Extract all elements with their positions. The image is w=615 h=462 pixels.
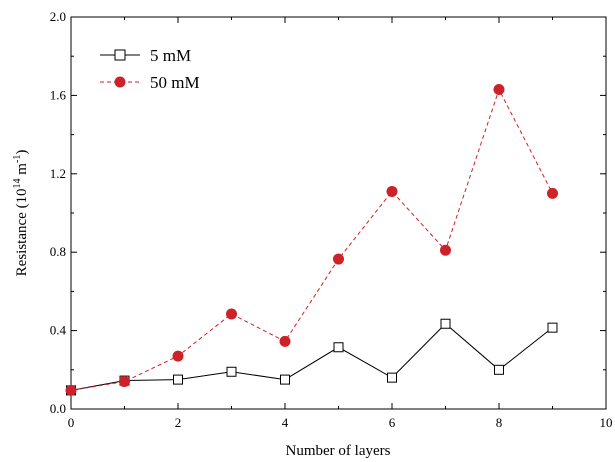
- data-point-50mm: [119, 376, 130, 388]
- data-point-5mm: [387, 372, 397, 383]
- data-point-50mm: [547, 187, 558, 199]
- series-layer: [65, 84, 558, 396]
- legend-label-50mm: 50 mM: [150, 73, 200, 92]
- data-point-5mm: [280, 374, 290, 385]
- y-axis-label: Resistance (1014 m-1): [12, 150, 30, 277]
- data-point-5mm: [333, 342, 344, 353]
- y-tick-label: 0.0: [50, 401, 66, 416]
- data-point-50mm: [386, 185, 398, 197]
- series-line-0: [70, 323, 553, 391]
- x-tick-label: 8: [496, 415, 503, 430]
- series-line-1: [70, 88, 553, 391]
- x-tick-label: 2: [175, 415, 182, 430]
- data-point-5mm: [547, 322, 558, 333]
- data-point-50mm: [172, 350, 184, 362]
- x-tick-label: 4: [282, 415, 289, 430]
- y-tick-label: 1.2: [50, 166, 66, 181]
- data-point-5mm: [494, 364, 504, 375]
- y-tick-label: 2.0: [50, 9, 66, 24]
- legend-marker-50mm: [114, 76, 126, 88]
- y-tick-label: 0.8: [50, 244, 66, 259]
- data-point-50mm: [440, 244, 451, 256]
- legend: 5 mM 50 mM: [100, 46, 200, 92]
- data-point-50mm: [333, 253, 344, 265]
- data-point-50mm: [279, 335, 291, 347]
- y-tick-label: 1.6: [50, 87, 67, 102]
- y-tick-label: 0.4: [50, 323, 67, 338]
- legend-marker-5mm: [114, 49, 126, 61]
- legend-label-5mm: 5 mM: [150, 46, 191, 65]
- data-point-50mm: [226, 308, 237, 320]
- data-point-50mm: [493, 84, 505, 96]
- x-axis-label: Number of layers: [286, 443, 391, 459]
- data-point-5mm: [226, 366, 237, 377]
- data-point-50mm: [65, 384, 77, 396]
- y-axis-ticks: 0.0 0.4 0.8 1.2 1.6 2.0: [50, 9, 606, 416]
- data-point-5mm: [440, 318, 451, 329]
- x-axis-ticks: 0 2 4 6 8 10: [68, 17, 613, 430]
- x-tick-label: 6: [389, 415, 396, 430]
- data-point-5mm: [173, 374, 183, 385]
- x-tick-label: 0: [68, 415, 75, 430]
- x-tick-label: 10: [600, 415, 613, 430]
